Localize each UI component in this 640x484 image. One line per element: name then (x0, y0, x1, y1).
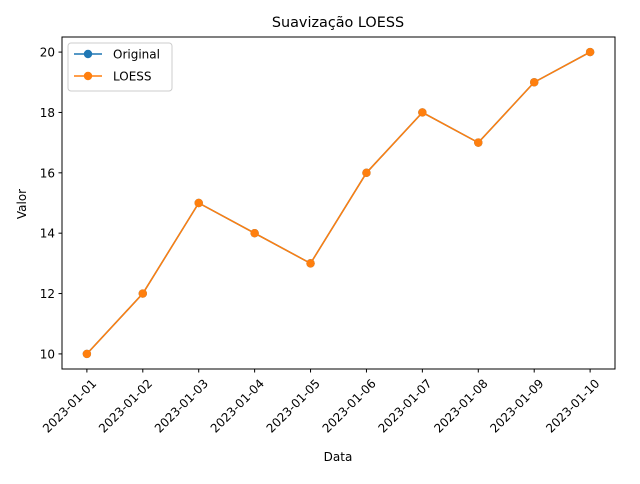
data-point (585, 47, 595, 57)
data-point (194, 198, 203, 208)
legend-label: Original (113, 48, 160, 62)
data-point (474, 138, 483, 147)
data-point (306, 259, 315, 268)
y-tick-label: 10 (40, 347, 55, 361)
legend-box (67, 42, 173, 92)
x-axis-label: Data (324, 450, 353, 464)
legend-label: LOESS (113, 70, 152, 84)
y-tick-label: 18 (40, 106, 55, 120)
series-layer (82, 47, 595, 359)
y-tick-label: 20 (40, 46, 55, 60)
data-point (82, 349, 92, 359)
series-line (86, 51, 591, 355)
y-tick-label: 16 (40, 166, 55, 180)
y-tick-label: 12 (40, 287, 55, 301)
data-point (250, 228, 259, 238)
plot-area-frame (61, 36, 616, 370)
legend-marker (83, 49, 93, 59)
chart-title: Suavização LOESS (272, 15, 404, 31)
data-point (138, 289, 147, 298)
legend: Original LOESS (67, 42, 173, 92)
legend-marker (83, 71, 93, 81)
data-point (418, 108, 427, 117)
data-point (362, 168, 371, 178)
series-loess (82, 47, 595, 359)
data-point (530, 78, 539, 87)
y-tick-label: 14 (40, 227, 55, 241)
y-axis-label: Valor (15, 189, 29, 219)
